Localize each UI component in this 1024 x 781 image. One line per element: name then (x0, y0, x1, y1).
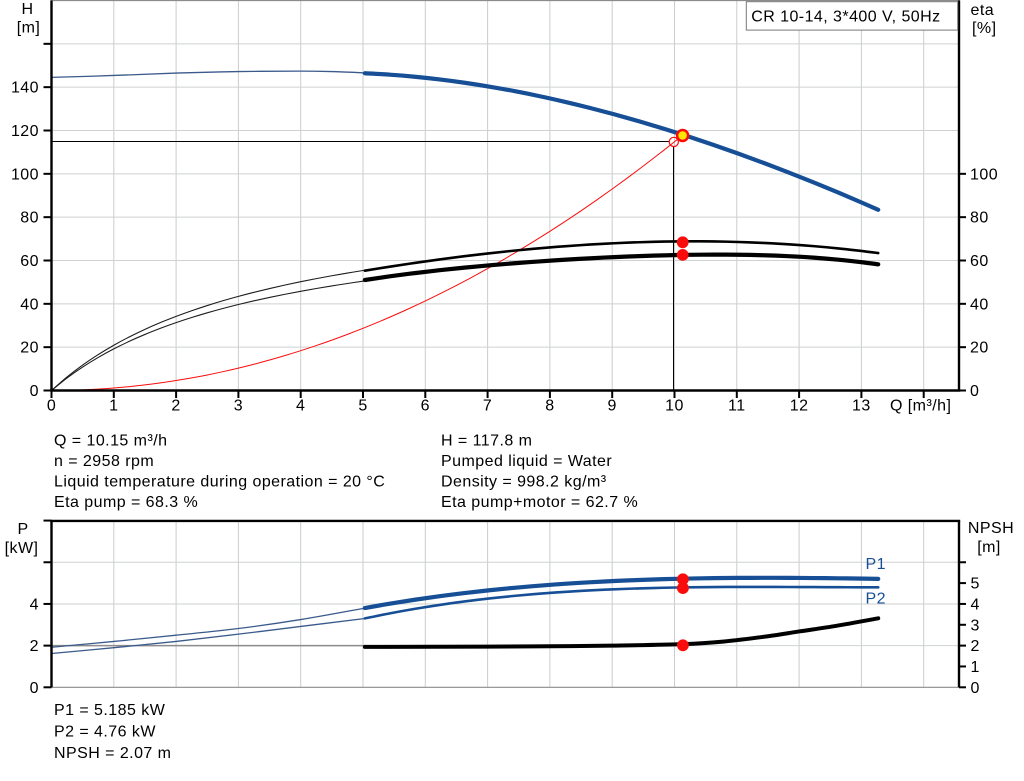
svg-text:80: 80 (970, 210, 989, 227)
svg-text:12: 12 (790, 398, 809, 415)
svg-text:CR 10-14, 3*400 V, 50Hz: CR 10-14, 3*400 V, 50Hz (751, 9, 940, 26)
svg-text:9: 9 (608, 398, 617, 415)
svg-text:H = 117.8 m: H = 117.8 m (441, 433, 532, 450)
svg-text:2: 2 (971, 638, 980, 655)
svg-text:0: 0 (970, 383, 979, 400)
svg-text:1: 1 (109, 398, 118, 415)
svg-text:n = 2958 rpm: n = 2958 rpm (54, 453, 154, 470)
svg-text:10: 10 (665, 398, 684, 415)
svg-text:0: 0 (30, 383, 39, 400)
svg-text:NPSH = 2.07 m: NPSH = 2.07 m (54, 745, 171, 762)
svg-text:NPSH: NPSH (968, 520, 1014, 537)
svg-text:Q = 10.15 m³/h: Q = 10.15 m³/h (54, 433, 167, 450)
svg-text:11: 11 (728, 398, 746, 415)
svg-text:100: 100 (11, 166, 39, 183)
svg-text:P2 = 4.76 kW: P2 = 4.76 kW (54, 723, 156, 740)
svg-text:0: 0 (47, 398, 56, 415)
svg-text:[kW]: [kW] (5, 540, 39, 557)
svg-text:100: 100 (970, 166, 998, 183)
svg-text:P1 = 5.185 kW: P1 = 5.185 kW (54, 702, 166, 719)
svg-text:Liquid temperature during oper: Liquid temperature during operation = 20… (54, 474, 385, 491)
svg-text:20: 20 (20, 340, 39, 357)
svg-text:6: 6 (421, 398, 430, 415)
svg-text:Q [m³/h]: Q [m³/h] (890, 398, 951, 415)
svg-text:1: 1 (971, 659, 980, 676)
svg-text:3: 3 (971, 617, 980, 634)
svg-text:40: 40 (970, 296, 989, 313)
svg-text:80: 80 (20, 210, 39, 227)
svg-text:8: 8 (545, 398, 554, 415)
svg-text:60: 60 (20, 253, 39, 270)
svg-text:2: 2 (171, 398, 180, 415)
svg-text:Eta pump+motor = 62.7 %: Eta pump+motor = 62.7 % (441, 494, 638, 511)
svg-text:5: 5 (358, 398, 367, 415)
svg-text:[%]: [%] (972, 20, 996, 37)
svg-text:120: 120 (11, 123, 39, 140)
svg-text:P1: P1 (866, 556, 886, 573)
svg-text:40: 40 (20, 296, 39, 313)
svg-text:3: 3 (234, 398, 243, 415)
svg-text:P: P (17, 521, 28, 538)
svg-text:2: 2 (30, 638, 39, 655)
svg-text:P2: P2 (866, 591, 886, 608)
svg-text:7: 7 (483, 398, 492, 415)
svg-text:Eta pump = 68.3 %: Eta pump = 68.3 % (54, 494, 198, 511)
svg-text:0: 0 (30, 680, 39, 697)
svg-text:4: 4 (296, 398, 305, 415)
svg-text:20: 20 (970, 340, 989, 357)
svg-text:0: 0 (971, 680, 980, 697)
svg-text:4: 4 (971, 596, 980, 613)
svg-text:Density = 998.2 kg/m³: Density = 998.2 kg/m³ (441, 474, 607, 491)
svg-text:5: 5 (971, 576, 980, 593)
svg-text:4: 4 (30, 596, 39, 613)
svg-text:140: 140 (11, 80, 39, 97)
svg-text:[m]: [m] (17, 20, 41, 37)
svg-text:eta: eta (971, 2, 995, 19)
svg-text:[m]: [m] (977, 539, 1001, 556)
svg-text:H: H (21, 1, 33, 18)
svg-text:60: 60 (970, 253, 989, 270)
svg-text:Pumped liquid = Water: Pumped liquid = Water (441, 453, 612, 470)
svg-text:13: 13 (852, 398, 871, 415)
